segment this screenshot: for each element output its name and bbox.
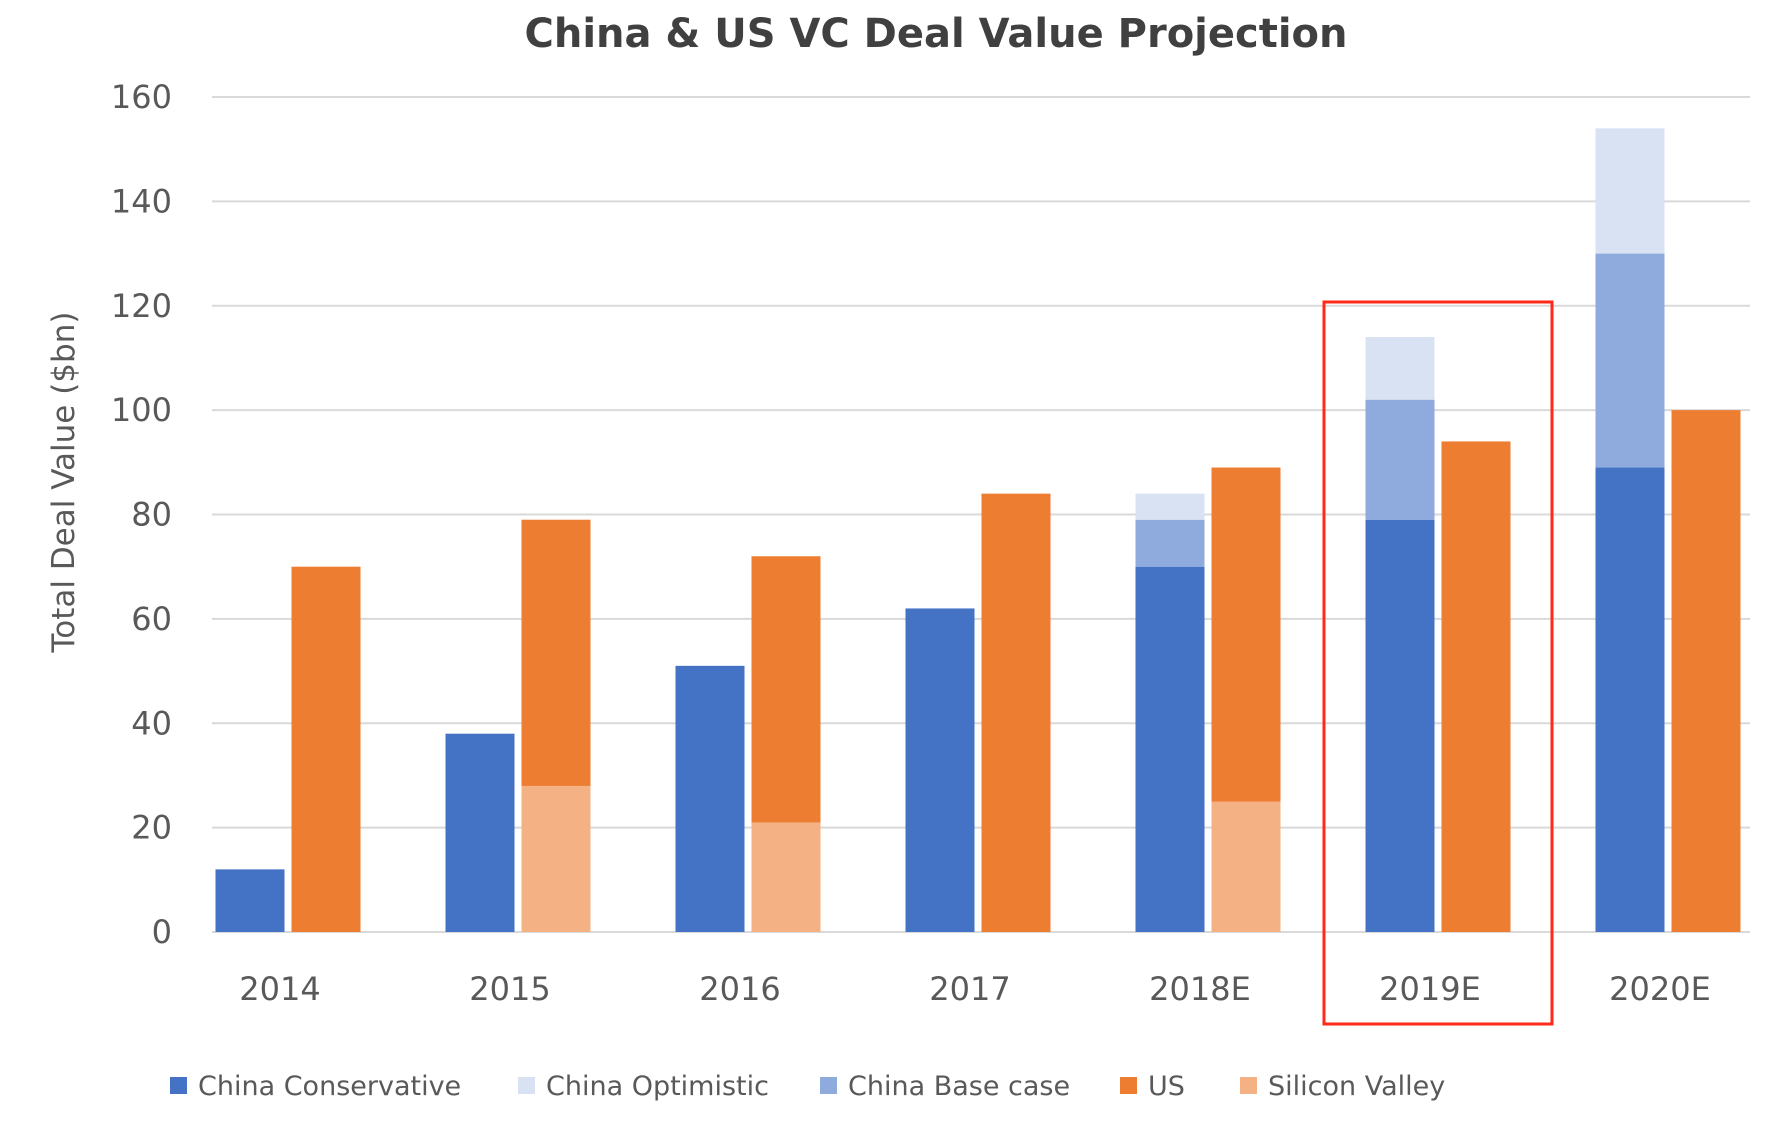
legend-swatch-silicon-valley [1240,1077,1257,1094]
bar-china-conservative-2017 [905,608,975,932]
bar-us-2014 [291,566,361,932]
legend: China Conservative China Optimistic China … [170,1071,1445,1102]
x-tick-2019e: 2019E [1379,970,1481,1008]
y-tick-0: 0 [152,913,172,951]
bar-silicon-valley-2016 [751,822,821,932]
bar-china-base-case-2020e [1595,253,1665,468]
chart-title: China & US VC Deal Value Projection [524,11,1347,57]
y-tick-120: 120 [111,287,172,325]
legend-swatch-china-optimistic [518,1077,535,1094]
legend-label-china-optimistic: China Optimistic [546,1071,769,1102]
bar-silicon-valley-2015 [521,785,591,932]
bar-china-conservative-2014 [215,869,285,932]
x-tick-2020e: 2020E [1609,970,1711,1008]
y-axis-label: Total Deal Value ($bn) [46,312,82,654]
bar-us-2020e [1671,410,1741,932]
x-tick-2015: 2015 [469,970,550,1008]
bar-china-base-case-2019e [1365,399,1435,520]
bar-china-base-case-2018e [1135,519,1205,567]
bars [215,128,1741,932]
x-tick-2014: 2014 [239,970,320,1008]
y-tick-100: 100 [111,391,172,429]
y-tick-160: 160 [111,78,172,116]
y-tick-140: 140 [111,182,172,220]
y-tick-80: 80 [131,496,172,534]
y-tick-40: 40 [131,704,172,742]
legend-swatch-us [1120,1077,1137,1094]
bar-silicon-valley-2018e [1211,801,1281,932]
x-axis-ticks: 2014 2015 2016 2017 2018E 2019E 2020E [239,970,1711,1008]
bar-us-2017 [981,493,1051,932]
legend-label-silicon-valley: Silicon Valley [1268,1071,1445,1102]
x-tick-2018e: 2018E [1149,970,1251,1008]
legend-swatch-china-base-case [820,1077,837,1094]
bar-china-conservative-2019e [1365,519,1435,932]
bar-china-conservative-2018e [1135,566,1205,932]
y-axis-ticks: 0 20 40 60 80 100 120 140 160 [111,78,172,951]
legend-label-china-conservative: China Conservative [198,1071,461,1102]
highlight-box [1322,300,1554,1026]
bar-china-optimistic-2018e [1135,493,1205,520]
legend-swatch-china-conservative [170,1077,187,1094]
x-tick-2017: 2017 [929,970,1010,1008]
gridlines [212,96,1750,933]
bar-china-optimistic-2020e [1595,128,1665,254]
legend-label-us: US [1148,1071,1185,1102]
bar-china-optimistic-2019e [1365,337,1435,400]
bar-china-conservative-2020e [1595,467,1665,932]
highlight-rect-2019e [1322,300,1554,1026]
x-tick-2016: 2016 [699,970,780,1008]
bar-china-conservative-2015 [445,733,515,932]
y-tick-60: 60 [131,600,172,638]
y-tick-20: 20 [131,809,172,847]
bar-china-conservative-2016 [675,665,745,932]
legend-label-china-base-case: China Base case [848,1071,1070,1102]
bar-us-2019e [1441,441,1511,932]
